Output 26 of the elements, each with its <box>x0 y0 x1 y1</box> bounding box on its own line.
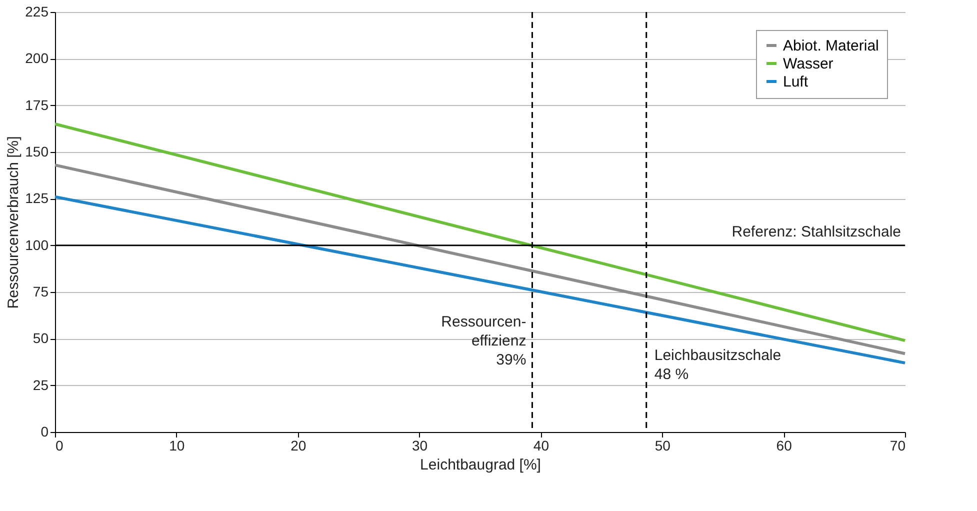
y-tick-label: 225 <box>25 4 49 20</box>
y-tick-label: 100 <box>25 236 49 253</box>
y-tick-label: 25 <box>32 376 49 393</box>
x-tick-label: 0 <box>56 438 64 454</box>
x-tick-label: 30 <box>412 438 428 454</box>
legend-label: Luft <box>783 74 809 90</box>
x-tick-label: 10 <box>169 438 185 454</box>
ref-line-label: Ressourcen- effizienz 39% <box>441 313 526 368</box>
x-tick-label: 60 <box>776 438 792 454</box>
y-tick-label: 175 <box>25 96 49 113</box>
x-tick-label: 20 <box>290 438 306 454</box>
y-tick-label: 75 <box>32 284 49 300</box>
y-tick-label: 200 <box>25 50 49 66</box>
ref-line-label: Leichbausitzschale 48 % <box>654 347 782 383</box>
x-tick-label: 40 <box>533 438 550 454</box>
x-tick-label: 50 <box>654 438 671 454</box>
ref-line-label: Referenz: Stahlsitzschale <box>732 223 901 240</box>
legend-label: Abiot. Material <box>783 38 879 54</box>
x-axis-title: Leichtbaugrad [%] <box>420 456 541 474</box>
y-axis-title: Ressourcenverbrauch [%] <box>5 136 22 309</box>
y-tick-label: 0 <box>40 424 49 440</box>
legend-label: Wasser <box>783 56 834 72</box>
y-tick-label: 50 <box>32 330 49 346</box>
y-tick-label: 125 <box>25 190 49 206</box>
y-tick-label: 150 <box>25 144 49 160</box>
x-tick-label: 70 <box>890 438 906 454</box>
